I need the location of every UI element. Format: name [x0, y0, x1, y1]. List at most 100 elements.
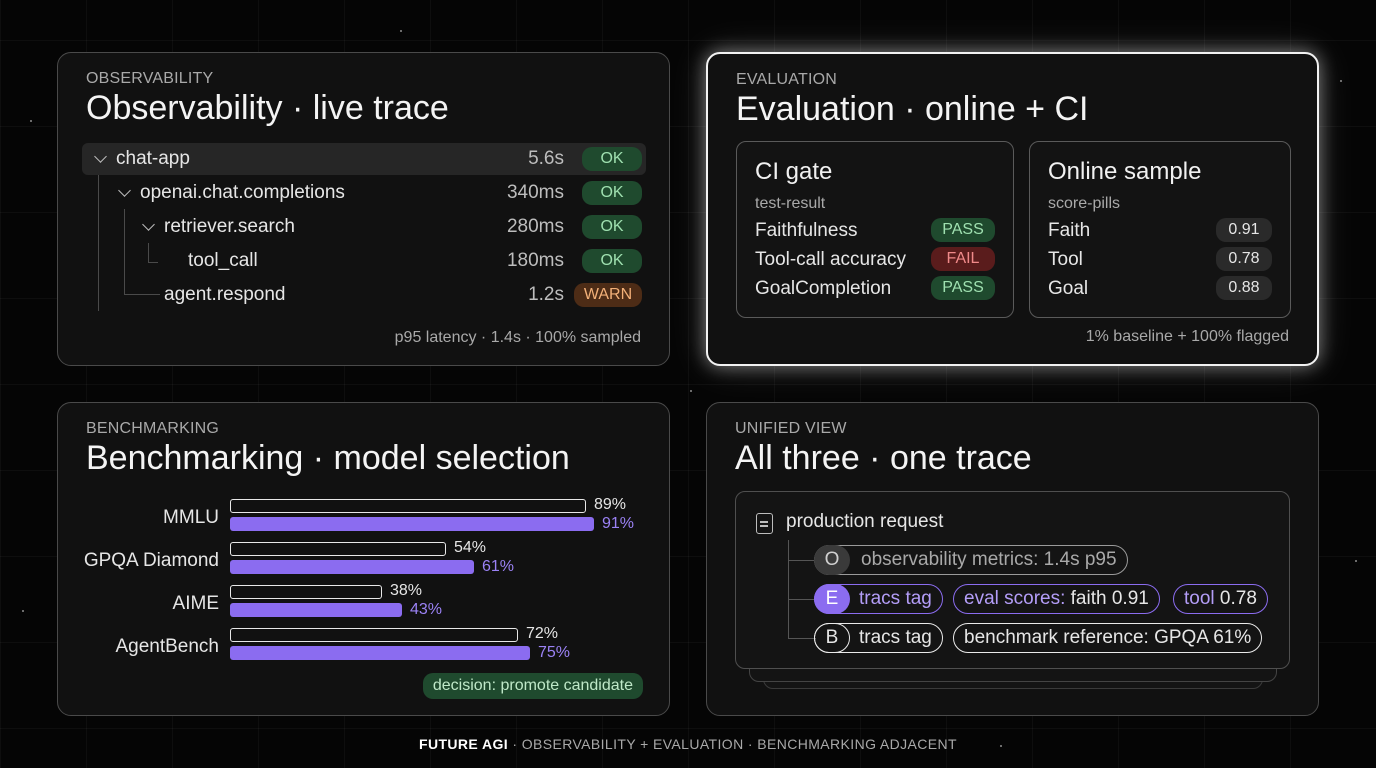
star	[1000, 745, 1002, 747]
span-name: agent.respond	[164, 284, 286, 305]
benchmark-label: AIME	[172, 593, 219, 614]
chip-text: tracs tag	[859, 627, 932, 648]
page-footer: FUTURE AGI · OBSERVABILITY + EVALUATION …	[0, 736, 1376, 752]
chip-text: observability metrics: 1.4s p95	[861, 549, 1117, 570]
span-duration: 340ms	[506, 182, 564, 203]
observability-metrics-chip[interactable]: observability metrics: 1.4s p95	[814, 545, 1128, 575]
candidate-bar	[230, 517, 594, 531]
decision-badge: decision: promote candidate	[422, 673, 643, 699]
evaluation-panel: EVALUATION Evaluation · online + CI CI g…	[706, 52, 1319, 366]
span-duration: 280ms	[506, 216, 564, 237]
tree-guide-line	[98, 175, 99, 311]
candidate-value-label: 43%	[410, 601, 443, 618]
trace-span-tool-call[interactable]: tool_call 180ms OK	[82, 245, 646, 277]
metric-label: Tool-call accuracy	[755, 249, 906, 270]
metric-label: Faith	[1048, 220, 1091, 241]
score-pill: 0.88	[1216, 276, 1272, 300]
score-pill: 0.78	[1216, 247, 1272, 271]
benchmarking-panel: BENCHMARKING Benchmarking · model select…	[57, 402, 670, 716]
status-badge: WARN	[574, 283, 642, 307]
observability-footer: p95 latency · 1.4s · 100% sampled	[394, 329, 641, 346]
metric-label: GoalCompletion	[755, 278, 892, 299]
chevron-down-icon[interactable]	[118, 184, 131, 197]
trace-span-openai-chat-completions[interactable]: openai.chat.completions 340ms OK	[82, 177, 646, 209]
benchmark-reference-chip[interactable]: benchmark reference: GPQA 61%	[953, 623, 1263, 653]
ci-gate-row: GoalCompletion PASS	[755, 276, 995, 302]
star	[1340, 80, 1342, 82]
chevron-down-icon[interactable]	[142, 218, 155, 231]
span-duration: 5.6s	[528, 148, 564, 169]
chip-value: 0.78	[1219, 588, 1257, 609]
baseline-value-label: 54%	[454, 539, 487, 556]
candidate-value-label: 61%	[482, 558, 515, 575]
tree-guide-line	[788, 599, 816, 600]
score-pill: 0.91	[1216, 218, 1272, 242]
tree-guide-line	[124, 209, 125, 295]
trace-span-agent-respond[interactable]: agent.respond 1.2s WARN	[82, 279, 646, 311]
baseline-bar	[230, 542, 446, 556]
span-name: retriever.search	[164, 216, 295, 237]
candidate-bar	[230, 603, 402, 617]
result-badge: PASS	[931, 276, 995, 300]
request-title: production request	[786, 511, 944, 532]
online-sample-row: Goal 0.88	[1048, 276, 1272, 302]
tree-guide-line	[124, 294, 160, 295]
online-sample-row: Tool 0.78	[1048, 247, 1272, 273]
benchmark-label: AgentBench	[115, 636, 219, 657]
candidate-value-label: 75%	[538, 644, 571, 661]
chevron-down-icon[interactable]	[94, 150, 107, 163]
star	[22, 610, 24, 612]
unified-title: All three · one trace	[735, 439, 1032, 477]
evaluation-title: Evaluation · online + CI	[736, 90, 1089, 128]
star	[690, 390, 692, 392]
metric-label: Faithfulness	[755, 220, 858, 241]
online-sample-card: Online sample score-pills Faith 0.91 Too…	[1029, 141, 1291, 318]
benchmarking-eyebrow: BENCHMARKING	[86, 420, 220, 437]
baseline-value-label: 72%	[526, 625, 559, 642]
online-sample-title: Online sample	[1048, 158, 1202, 185]
status-badge: OK	[582, 249, 642, 273]
span-name: tool_call	[188, 250, 258, 271]
benchmark-label: MMLU	[163, 507, 219, 528]
status-badge: OK	[582, 147, 642, 171]
chip-text: benchmark reference: GPQA 61%	[964, 627, 1252, 648]
observability-panel: OBSERVABILITY Observability · live trace…	[57, 52, 670, 366]
span-duration: 180ms	[506, 250, 564, 271]
observability-title: Observability · live trace	[86, 89, 449, 127]
tree-guide-line	[788, 638, 816, 639]
observability-eyebrow: OBSERVABILITY	[86, 70, 214, 87]
tree-guide-line	[788, 560, 816, 561]
unified-view-panel: UNIFIED VIEW All three · one trace produ…	[706, 402, 1319, 716]
span-name: openai.chat.completions	[140, 182, 345, 203]
candidate-value-label: 91%	[602, 515, 635, 532]
candidate-bar	[230, 560, 474, 574]
online-sample-row: Faith 0.91	[1048, 218, 1272, 244]
result-badge: FAIL	[931, 247, 995, 271]
chip-prefix: eval scores:	[964, 588, 1066, 609]
evaluation-eyebrow: EVALUATION	[736, 71, 837, 88]
unified-eyebrow: UNIFIED VIEW	[735, 420, 847, 437]
benchmark-row: AIME 38% 43%	[58, 582, 671, 625]
baseline-bar	[230, 585, 382, 599]
tool-score-chip[interactable]: tool 0.78	[1173, 584, 1268, 614]
result-badge: PASS	[931, 218, 995, 242]
metric-label: Tool	[1048, 249, 1083, 270]
ci-gate-title: CI gate	[755, 158, 833, 185]
production-request-card: production request observability metrics…	[735, 491, 1290, 669]
baseline-bar	[230, 499, 586, 513]
trace-span-chat-app[interactable]: chat-app 5.6s OK	[82, 143, 646, 175]
chip-text: tracs tag	[859, 588, 932, 609]
footer-text: · OBSERVABILITY + EVALUATION · BENCHMARK…	[508, 736, 957, 752]
star	[1355, 560, 1357, 562]
document-icon	[756, 513, 773, 534]
chip-prefix: tool	[1184, 588, 1215, 609]
status-badge: OK	[582, 215, 642, 239]
evaluation-footer: 1% baseline + 100% flagged	[1085, 328, 1289, 345]
candidate-bar	[230, 646, 530, 660]
trace-span-retriever-search[interactable]: retriever.search 280ms OK	[82, 211, 646, 243]
tree-guide-line	[148, 243, 149, 263]
benchmark-row: MMLU 89% 91%	[58, 496, 671, 539]
eval-scores-chip[interactable]: eval scores: faith 0.91	[953, 584, 1160, 614]
benchmark-row: AgentBench 72% 75%	[58, 625, 671, 668]
span-duration: 1.2s	[528, 284, 564, 305]
